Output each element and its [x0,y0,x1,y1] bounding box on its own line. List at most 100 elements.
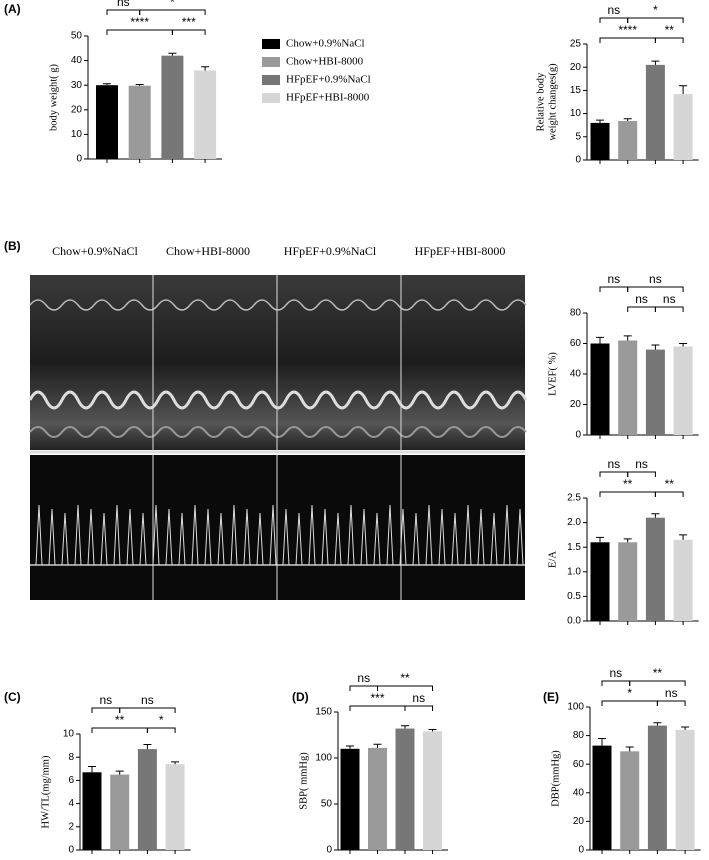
significance-bracket [656,700,686,706]
significance-bracket [106,29,173,35]
error-bar [168,52,177,56]
significance-label: ** [665,477,675,491]
error-bar [596,336,604,344]
error-bar [623,335,632,341]
significance-label: ns [608,3,621,17]
bar [675,729,695,850]
y-axis-label: weight changes(g) [547,63,558,141]
doppler-peak [516,508,524,566]
y-tick-label: 10 [71,129,83,140]
bar [423,731,442,850]
error-bar [115,770,124,775]
y-tick-label: 40 [71,55,83,66]
error-bar [651,344,660,350]
y-tick-label: 20 [570,62,582,73]
significance-label: ** [653,666,663,680]
doppler-peaks [35,504,524,566]
y-axis-label: body weight( g) [48,63,59,131]
y-tick-label: 80 [573,730,585,741]
significance-label: * [170,0,175,9]
y-tick-label: 10 [570,108,582,119]
doppler-peak [113,504,121,566]
error-bar [171,761,180,765]
error-bar [401,725,409,729]
significance-bracket [377,685,433,691]
significance-label: ns [117,0,130,9]
y-tick-label: 0.0 [567,616,581,627]
significance-bracket [601,700,658,706]
y-tick-label: 60 [570,338,582,349]
y-tick-label: 50 [71,31,83,42]
significance-bracket [654,306,684,312]
significance-bracket [349,705,406,711]
bar [618,542,638,621]
significance-label: * [159,713,164,727]
doppler-peak [308,504,316,566]
bar [645,64,665,160]
bar [82,772,102,850]
significance-bracket [119,707,176,713]
doppler-peak [243,508,251,566]
y-tick-label: 10 [63,729,75,740]
y-tick-label: 1.5 [567,542,581,553]
y-tick-label: 40 [570,369,582,380]
error-bar [428,728,437,732]
doppler-peak [126,508,134,566]
significance-label: ns [141,693,154,707]
significance-bracket [599,286,629,292]
y-tick-label: 100 [567,702,584,713]
bar [590,122,610,160]
legend-swatch [262,93,280,103]
bar [165,764,185,850]
bar [128,85,151,159]
significance-bracket [627,17,684,23]
panel-label: (D) [292,690,309,704]
bar [647,725,667,850]
significance-label: ns [412,691,425,705]
y-tick-label: 2.0 [567,517,581,528]
y-tick-label: 150 [315,707,332,718]
bar [673,539,693,621]
doppler-peak [100,512,108,566]
significance-label: ns [608,272,621,286]
doppler-peak [503,504,511,566]
y-tick-label: 5 [575,131,581,142]
error-bar [679,534,688,540]
y-tick-label: 0 [578,845,584,856]
significance-label: **** [130,15,149,29]
doppler-peak [360,508,368,566]
error-bar [651,513,660,518]
legend-label: Chow+HBI-8000 [286,56,364,68]
echo-trace [29,299,527,311]
significance-bracket [654,491,684,497]
significance-label: ns [610,666,623,680]
doppler-peak [139,512,147,566]
doppler-peak [48,508,56,566]
significance-label: ** [400,671,410,685]
error-bar [625,746,634,752]
doppler-peak [204,508,212,566]
y-tick-label: 40 [573,787,585,798]
bar [194,70,217,159]
bar [618,121,638,160]
echo-label: Chow+0.9%NaCl [52,244,138,258]
y-tick-label: 0 [68,845,74,856]
significance-label: ns [635,292,648,306]
doppler-peak [490,512,498,566]
significance-label: * [627,686,632,700]
y-tick-label: 1.0 [567,566,581,577]
y-tick-label: 6 [68,775,74,786]
doppler-peak [178,512,186,566]
y-tick-label: 0 [76,154,82,165]
y-axis-label: HW/TL(mg/mm) [40,755,51,828]
significance-label: * [653,3,658,17]
doppler-peak [412,512,420,566]
error-bar [135,83,144,86]
legend-label: HFpEF+0.9%NaCl [286,74,371,86]
y-axis-label: SBP( mmHg) [298,752,309,810]
significance-bracket [654,37,684,43]
bar [161,55,184,159]
significance-label: ** [665,23,675,37]
bar [673,94,693,160]
